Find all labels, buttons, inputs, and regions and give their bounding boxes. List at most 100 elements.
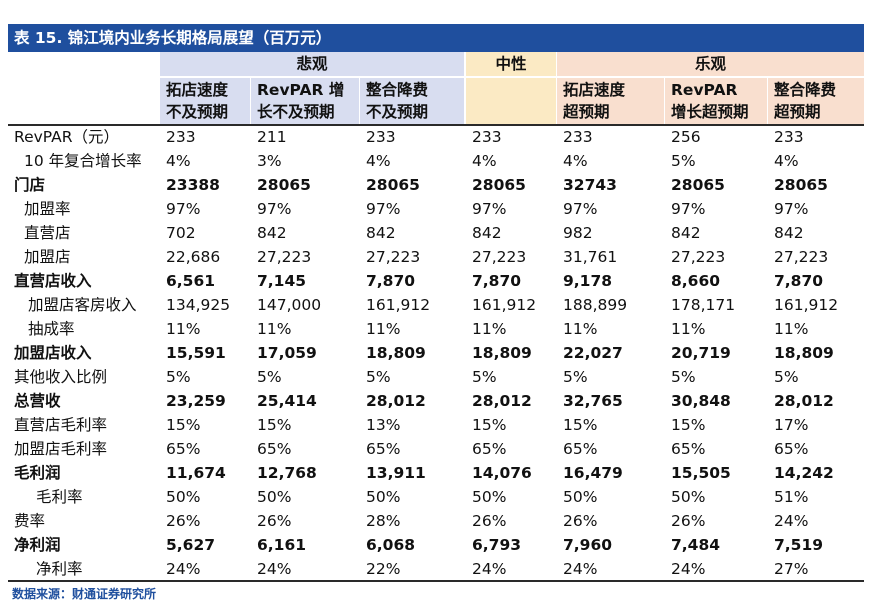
table-title: 表 15. 锦江境内业务长期格局展望（百万元）	[8, 24, 864, 52]
table-cell: 4%	[166, 152, 191, 170]
table-cell: 22,686	[166, 248, 221, 266]
table-cell: 97%	[671, 200, 706, 218]
table-row: 加盟店毛利率 65% 65% 65% 65% 65% 65% 65%	[8, 437, 864, 461]
column-header-5-line1: 拓店速度	[563, 81, 626, 99]
table-cell: 22%	[366, 560, 401, 578]
table-cell: 28065	[671, 176, 725, 194]
row-label: 10 年复合增长率	[24, 152, 142, 170]
table-cell: 13%	[366, 416, 401, 434]
column-header-4	[466, 78, 556, 124]
table-cell: 15%	[671, 416, 706, 434]
table-cell: 27%	[774, 560, 809, 578]
row-label: 总营收	[14, 392, 61, 410]
table-cell: 256	[671, 128, 701, 146]
table-cell: 134,925	[166, 296, 231, 314]
table-cell: 982	[563, 224, 593, 242]
table-cell: 233	[366, 128, 396, 146]
column-header-1-line1: 拓店速度	[166, 81, 229, 99]
table-cell: 65%	[472, 440, 507, 458]
table-cell: 50%	[166, 488, 201, 506]
table-cell: 65%	[563, 440, 598, 458]
row-label: 净利润	[14, 536, 61, 554]
table-row: 直营店收入 6,561 7,145 7,870 7,870 9,178 8,660 7,870	[8, 269, 864, 293]
table-row: 毛利润 11,674 12,768 13,911 14,076 16,479 15,505 1…	[8, 461, 864, 485]
table-cell: 5%	[563, 368, 588, 386]
table-cell: 65%	[257, 440, 292, 458]
table-cell: 15,591	[166, 344, 226, 362]
table-cell: 11,674	[166, 464, 226, 482]
table-cell: 65%	[671, 440, 706, 458]
table-cell: 23,259	[166, 392, 226, 410]
table-cell: 26%	[166, 512, 201, 530]
scenario-neutral: 中性	[466, 52, 556, 76]
table-cell: 161,912	[472, 296, 537, 314]
table-cell: 24%	[774, 512, 809, 530]
row-label: 费率	[14, 512, 46, 530]
table-cell: 24%	[472, 560, 507, 578]
table-cell: 15%	[257, 416, 292, 434]
table-cell: 7,484	[671, 536, 721, 554]
table-cell: 28065	[774, 176, 828, 194]
table-row: 加盟店收入 15,591 17,059 18,809 18,809 22,027 20,71…	[8, 341, 864, 365]
table-row: RevPAR（元） 233 211 233 233 233 256 233	[8, 125, 864, 149]
column-header-2-line2: 长不及预期	[257, 103, 335, 121]
table-cell: 14,242	[774, 464, 834, 482]
table-row: 直营店毛利率 15% 15% 13% 15% 15% 15% 17%	[8, 413, 864, 437]
table-cell: 233	[563, 128, 593, 146]
row-label: 毛利润	[14, 464, 61, 482]
column-header-2: RevPAR 增 长不及预期	[251, 78, 359, 124]
row-label: 门店	[14, 176, 46, 194]
table-cell: 51%	[774, 488, 809, 506]
table-cell: 13,911	[366, 464, 426, 482]
table-cell: 15%	[166, 416, 201, 434]
table-cell: 7,519	[774, 536, 824, 554]
table-cell: 65%	[166, 440, 201, 458]
table-cell: 11%	[366, 320, 401, 338]
table-cell: 17%	[774, 416, 809, 434]
row-label: 净利率	[36, 560, 83, 578]
table-cell: 147,000	[257, 296, 322, 314]
row-label: 加盟店收入	[14, 344, 92, 362]
source-note: 数据来源：财通证券研究所	[12, 587, 157, 601]
table-cell: 211	[257, 128, 287, 146]
table-cell: 50%	[671, 488, 706, 506]
row-label: 直营店收入	[14, 272, 92, 290]
column-header-5: 拓店速度 超预期	[557, 78, 664, 124]
row-label: 加盟店客房收入	[28, 296, 137, 314]
table-cell: 7,870	[366, 272, 416, 290]
column-header-1-line2: 不及预期	[166, 103, 229, 121]
column-header-3: 整合降费 不及预期	[360, 78, 464, 124]
table-cell: 9,178	[563, 272, 613, 290]
table-cell: 20,719	[671, 344, 731, 362]
table-cell: 28,012	[472, 392, 532, 410]
row-label: 直营店	[24, 224, 71, 242]
table-cell: 6,561	[166, 272, 216, 290]
table-cell: 24%	[257, 560, 292, 578]
table-row: 加盟率 97% 97% 97% 97% 97% 97% 97%	[8, 197, 864, 221]
table-cell: 5%	[166, 368, 191, 386]
table-cell: 4%	[366, 152, 391, 170]
table-cell: 7,145	[257, 272, 307, 290]
table-row: 10 年复合增长率 4% 3% 4% 4% 4% 5% 4%	[8, 149, 864, 173]
table-row: 门店 23388 28065 28065 28065 32743 28065 28065	[8, 173, 864, 197]
table-cell: 28,012	[366, 392, 426, 410]
table-cell: 6,793	[472, 536, 522, 554]
table-cell: 842	[774, 224, 804, 242]
table-cell: 28065	[472, 176, 526, 194]
table-cell: 15%	[472, 416, 507, 434]
table-cell: 8,660	[671, 272, 721, 290]
table-cell: 6,068	[366, 536, 416, 554]
table-cell: 178,171	[671, 296, 736, 314]
table-cell: 11%	[166, 320, 201, 338]
table-cell: 11%	[472, 320, 507, 338]
table-row: 净利润 5,627 6,161 6,068 6,793 7,960 7,484 7,519	[8, 533, 864, 557]
header-rule	[8, 124, 864, 126]
table-cell: 842	[671, 224, 701, 242]
table-cell: 28,012	[774, 392, 834, 410]
row-label: 加盟店	[24, 248, 71, 266]
table-cell: 5%	[472, 368, 497, 386]
table-cell: 15,505	[671, 464, 731, 482]
table-cell: 4%	[472, 152, 497, 170]
table-row: 加盟店客房收入 134,925 147,000 161,912 161,912 188,8…	[8, 293, 864, 317]
table-cell: 26%	[472, 512, 507, 530]
